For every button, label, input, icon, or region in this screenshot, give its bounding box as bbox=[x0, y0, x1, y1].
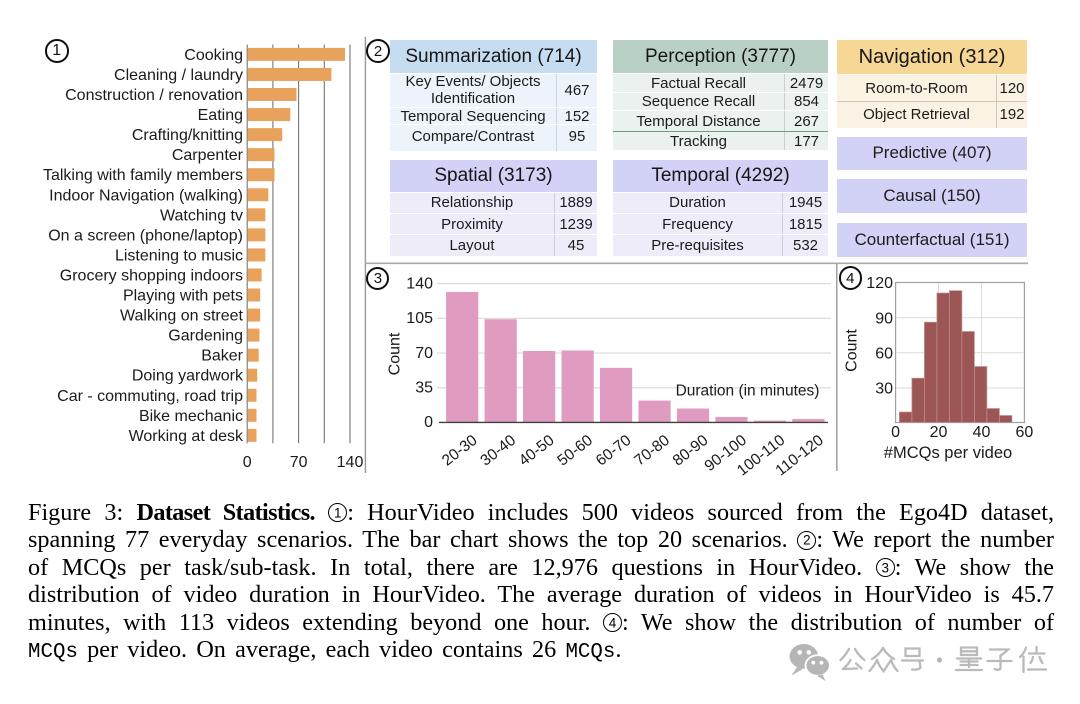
svg-text:Indoor Navigation (walking): Indoor Navigation (walking) bbox=[49, 187, 243, 204]
svg-text:140: 140 bbox=[337, 454, 364, 471]
svg-text:70: 70 bbox=[415, 345, 433, 362]
svg-text:50-60: 50-60 bbox=[554, 432, 596, 470]
svg-text:Cooking: Cooking bbox=[184, 47, 243, 64]
svg-text:70-80: 70-80 bbox=[631, 432, 673, 470]
svg-text:Grocery shopping indoors: Grocery shopping indoors bbox=[60, 267, 243, 284]
svg-text:40-50: 40-50 bbox=[516, 432, 558, 470]
svg-text:20: 20 bbox=[930, 424, 948, 441]
svg-text:Playing with pets: Playing with pets bbox=[123, 288, 243, 305]
svg-text:Car - commuting, road trip: Car - commuting, road trip bbox=[57, 388, 243, 405]
svg-text:Talking with family members: Talking with family members bbox=[43, 167, 243, 184]
svg-text:On a screen (phone/laptop): On a screen (phone/laptop) bbox=[48, 227, 243, 244]
svg-text:60: 60 bbox=[875, 345, 893, 362]
svg-text:Listening to music: Listening to music bbox=[115, 247, 243, 264]
svg-text:Watching tv: Watching tv bbox=[160, 207, 243, 224]
svg-text:105: 105 bbox=[406, 310, 433, 327]
svg-text:90: 90 bbox=[875, 310, 893, 327]
svg-text:70: 70 bbox=[290, 454, 308, 471]
svg-text:#MCQs per video: #MCQs per video bbox=[884, 444, 1012, 462]
svg-text:Baker: Baker bbox=[201, 348, 243, 365]
svg-text:Working at desk: Working at desk bbox=[129, 428, 244, 445]
svg-text:0: 0 bbox=[424, 414, 433, 431]
svg-text:0: 0 bbox=[243, 454, 252, 471]
svg-text:Count: Count bbox=[844, 329, 861, 372]
svg-text:30-40: 30-40 bbox=[477, 432, 519, 470]
svg-text:120: 120 bbox=[866, 275, 893, 292]
svg-text:60-70: 60-70 bbox=[593, 432, 635, 470]
svg-text:Eating: Eating bbox=[198, 107, 243, 124]
svg-text:Gardening: Gardening bbox=[168, 328, 243, 345]
svg-text:Duration (in minutes): Duration (in minutes) bbox=[676, 383, 820, 400]
svg-text:40: 40 bbox=[973, 424, 991, 441]
svg-text:60: 60 bbox=[1016, 424, 1034, 441]
svg-text:0: 0 bbox=[891, 424, 900, 441]
svg-text:Doing yardwork: Doing yardwork bbox=[132, 368, 244, 385]
svg-text:Carpenter: Carpenter bbox=[172, 147, 244, 164]
svg-text:Bike mechanic: Bike mechanic bbox=[139, 408, 243, 425]
svg-text:Crafting/knitting: Crafting/knitting bbox=[132, 127, 243, 144]
svg-text:140: 140 bbox=[406, 275, 433, 292]
svg-text:Cleaning / laundry: Cleaning / laundry bbox=[114, 67, 243, 84]
svg-text:30: 30 bbox=[875, 381, 893, 398]
svg-text:Construction / renovation: Construction / renovation bbox=[65, 87, 243, 104]
svg-text:20-30: 20-30 bbox=[439, 432, 481, 470]
svg-text:35: 35 bbox=[415, 380, 433, 397]
svg-text:Walking on street: Walking on street bbox=[120, 308, 244, 325]
svg-text:Count: Count bbox=[387, 332, 404, 375]
